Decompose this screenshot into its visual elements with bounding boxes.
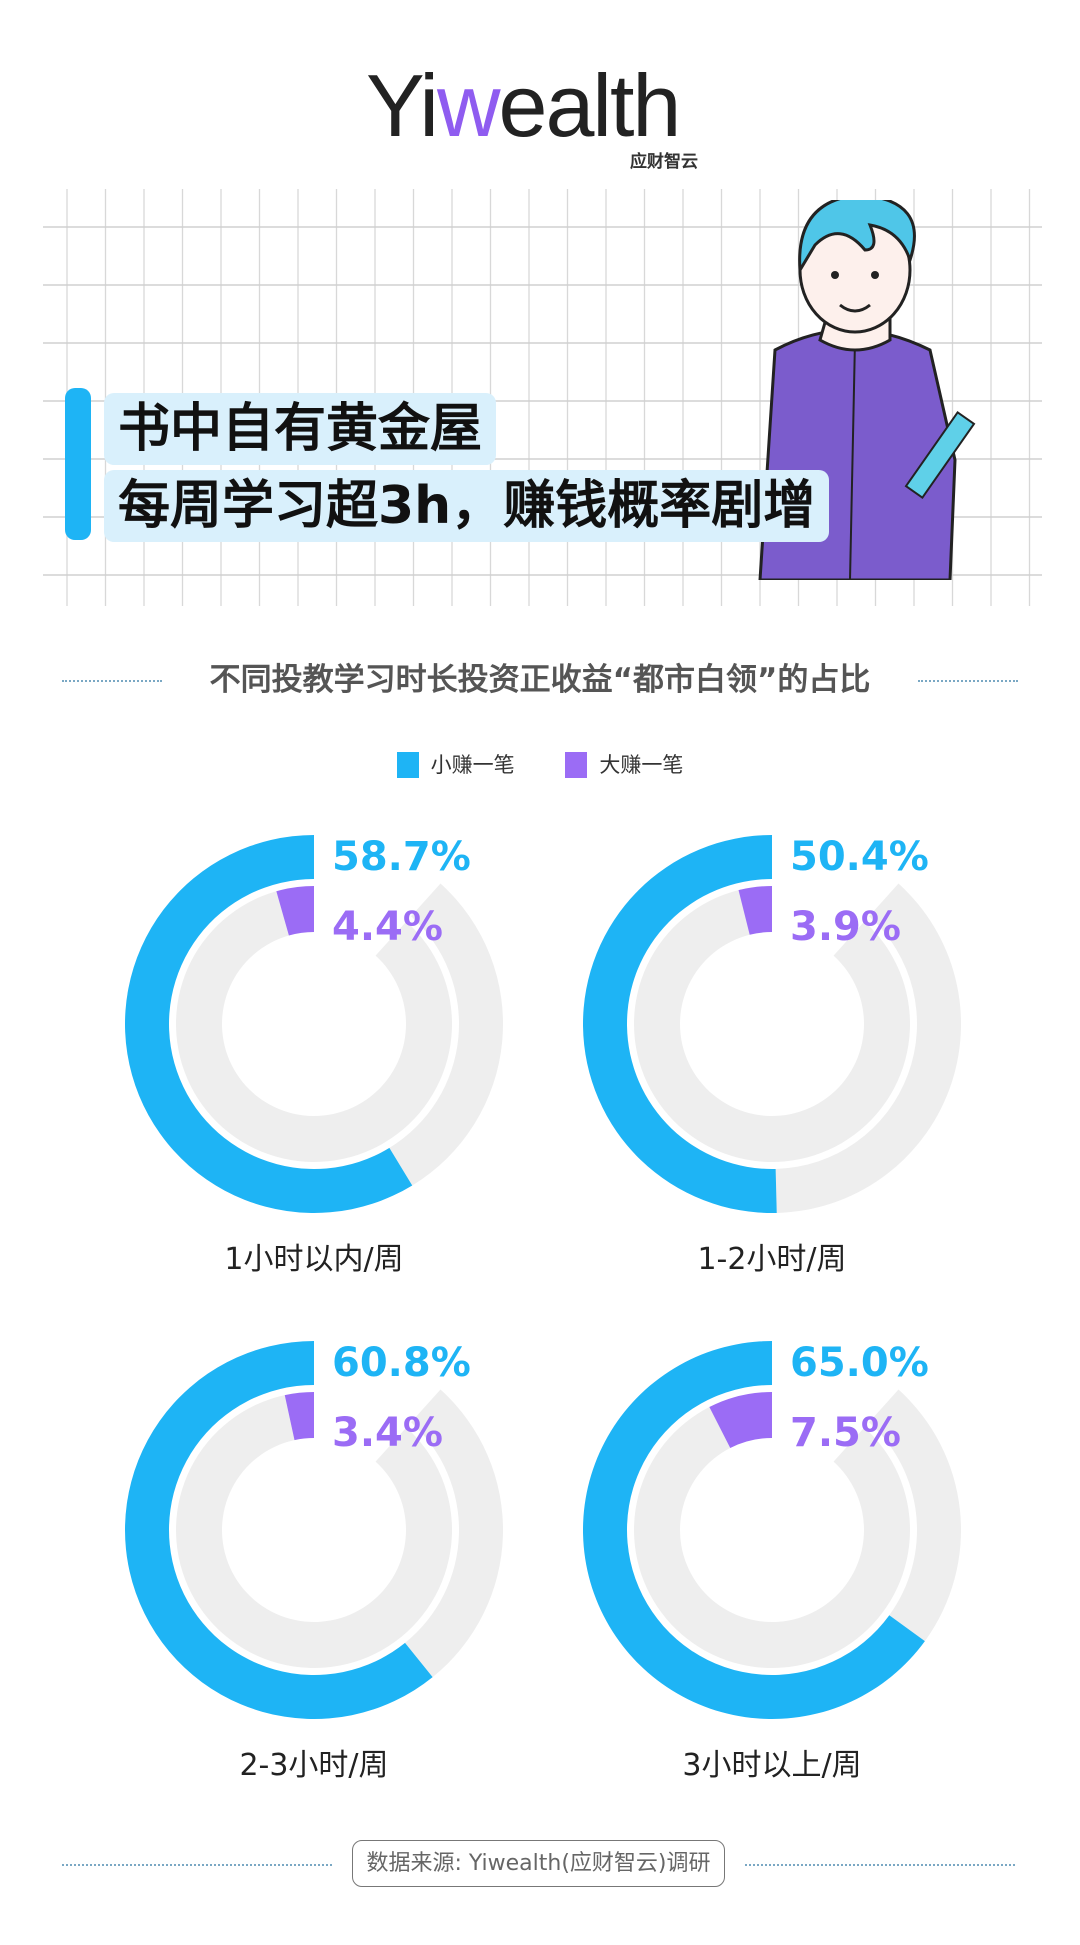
title-accent-bar bbox=[65, 388, 91, 540]
headline-line-1: 书中自有黄金屋 bbox=[104, 393, 497, 465]
small-gain-label: 60.8% bbox=[332, 1340, 471, 1386]
legend-label: 小赚一笔 bbox=[430, 753, 515, 777]
big-gain-label: 7.5% bbox=[790, 1410, 901, 1456]
inner-track bbox=[176, 1395, 453, 1669]
logo-subtitle: 应财智云 bbox=[630, 152, 698, 172]
outer-track bbox=[405, 1389, 504, 1678]
footer-divider-right bbox=[745, 1864, 1015, 1866]
inner-track bbox=[634, 1407, 911, 1668]
divider-left bbox=[62, 680, 162, 682]
outer-track bbox=[869, 1389, 961, 1642]
small-gain-arc bbox=[124, 834, 413, 1213]
big-gain-label: 4.4% bbox=[332, 904, 443, 950]
small-gain-arc bbox=[125, 1341, 433, 1719]
outer-track bbox=[389, 883, 503, 1186]
big-gain-arc bbox=[276, 886, 314, 936]
big-gain-label: 3.4% bbox=[332, 1410, 443, 1456]
chart-title: 不同投教学习时长投资正收益“都市白领”的占比 bbox=[201, 662, 879, 698]
footer-divider-left bbox=[62, 1864, 332, 1866]
data-source: 数据来源: Yiwealth(应财智云)调研 bbox=[352, 1840, 725, 1887]
legend-label: 大赚一笔 bbox=[599, 753, 684, 777]
outer-track bbox=[775, 883, 961, 1213]
legend-item-big-gain: 大赚一笔 bbox=[565, 750, 683, 780]
legend: 小赚一笔 大赚一笔 bbox=[0, 750, 1080, 786]
headline-line-2: 每周学习超3h，赚钱概率剧增 bbox=[104, 470, 830, 542]
divider-right bbox=[918, 680, 1018, 682]
category-label: 3小时以上/周 bbox=[682, 1748, 862, 1783]
inner-track bbox=[176, 891, 453, 1163]
chart-title-wrap: 不同投教学习时长投资正收益“都市白领”的占比 bbox=[0, 658, 1080, 707]
big-gain-label: 3.9% bbox=[790, 904, 901, 950]
logo-text: Yi bbox=[366, 66, 439, 146]
category-label: 1小时以内/周 bbox=[224, 1242, 404, 1277]
big-gain-arc bbox=[284, 1392, 314, 1441]
category-label: 2-3小时/周 bbox=[239, 1748, 389, 1783]
legend-swatch-purple bbox=[565, 752, 588, 778]
legend-swatch-blue bbox=[396, 752, 419, 778]
legend-item-small-gain: 小赚一笔 bbox=[396, 750, 515, 780]
inner-track bbox=[634, 890, 910, 1162]
logo-text-rest: ealth bbox=[498, 66, 680, 146]
small-gain-label: 65.0% bbox=[790, 1340, 929, 1386]
small-gain-label: 58.7% bbox=[332, 834, 471, 880]
category-label: 1-2小时/周 bbox=[697, 1242, 847, 1277]
small-gain-arc bbox=[583, 835, 777, 1213]
logo-text-w: w bbox=[436, 66, 501, 146]
brand-logo: Yiwealth bbox=[366, 66, 679, 146]
small-gain-label: 50.4% bbox=[790, 834, 929, 880]
big-gain-arc bbox=[738, 886, 772, 935]
big-gain-arc bbox=[709, 1392, 772, 1449]
